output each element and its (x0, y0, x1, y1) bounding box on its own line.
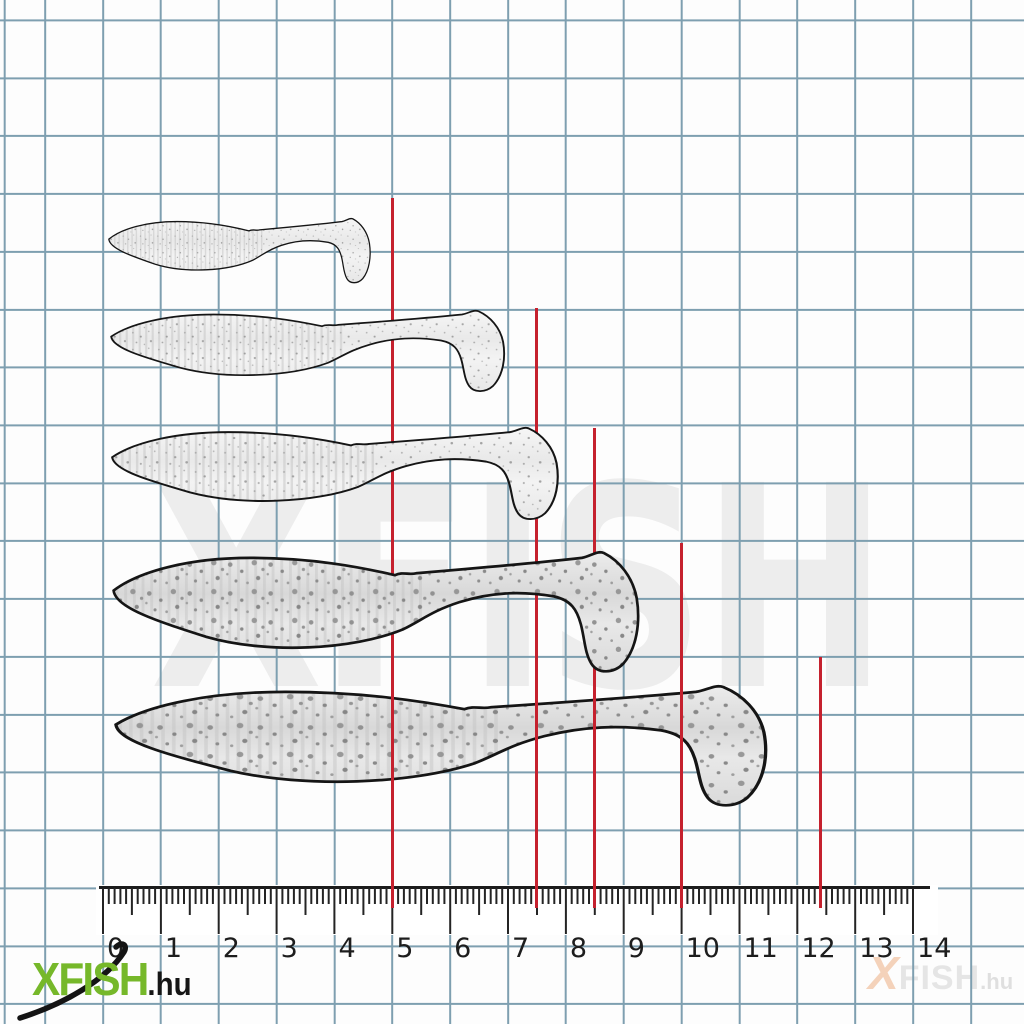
lure-2 (104, 295, 537, 399)
ruler-number: 14 (917, 933, 952, 964)
measurement-line-lure-5 (818, 657, 822, 908)
ruler-number: 12 (801, 933, 836, 964)
ruler-number: 3 (280, 933, 298, 964)
corner-watermark-tld: .hu (980, 969, 1014, 994)
lure-5 (104, 663, 820, 817)
corner-watermark-fish: FISH (898, 959, 981, 997)
ruler-number: 9 (627, 933, 645, 964)
logo-brand-text: XFISH.hu (32, 956, 192, 1007)
ruler-number: 8 (569, 933, 588, 964)
lure-4 (104, 529, 682, 683)
ruler-number: 6 (454, 933, 472, 964)
ruler-number: 13 (859, 933, 894, 964)
logo-brand: XFISH (32, 953, 149, 1005)
ruler-number: 10 (685, 933, 720, 964)
lure-3 (104, 410, 595, 528)
lure-1 (104, 206, 392, 289)
ruler-number: 5 (396, 933, 414, 964)
logo-tld: .hu (147, 966, 192, 1002)
ruler-number: 7 (512, 933, 530, 964)
ruler-number: 4 (338, 933, 356, 964)
ruler-background (96, 885, 938, 935)
ruler-number: 11 (743, 933, 778, 964)
xfish-logo: XFISH.hu (6, 941, 246, 1022)
